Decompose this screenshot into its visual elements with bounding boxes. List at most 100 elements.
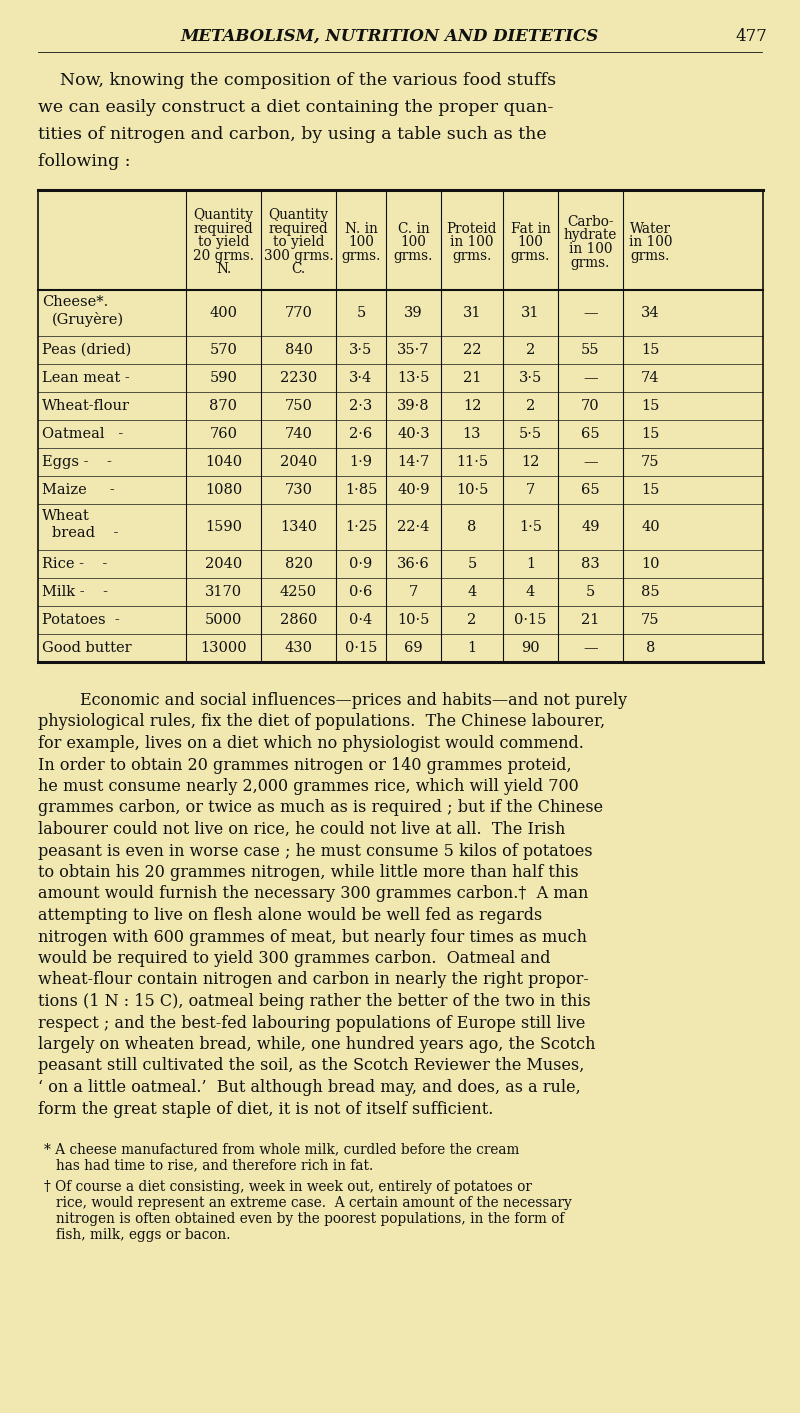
Text: 750: 750 [285,398,313,413]
Text: grms.: grms. [571,256,610,270]
Text: 12: 12 [522,455,540,469]
Text: 5: 5 [356,307,366,319]
Text: 15: 15 [642,483,660,497]
Text: in 100: in 100 [569,242,612,256]
Text: fish, milk, eggs or bacon.: fish, milk, eggs or bacon. [56,1228,230,1242]
Text: 40·3: 40·3 [397,427,430,441]
Text: —: — [583,455,598,469]
Text: 2230: 2230 [280,372,317,384]
Text: 0·9: 0·9 [350,557,373,571]
Text: in 100: in 100 [629,235,672,249]
Text: 2: 2 [467,613,477,627]
Text: amount would furnish the necessary 300 grammes carbon.†  A man: amount would furnish the necessary 300 g… [38,886,588,903]
Text: Wheat-flour: Wheat-flour [42,398,130,413]
Text: required: required [269,222,328,236]
Text: has had time to rise, and therefore rich in fat.: has had time to rise, and therefore rich… [56,1159,374,1171]
Text: 3·5: 3·5 [519,372,542,384]
Text: 10·5: 10·5 [398,613,430,627]
Text: peasant is even in worse case ; he must consume 5 kilos of potatoes: peasant is even in worse case ; he must … [38,842,593,859]
Text: we can easily construct a diet containing the proper quan-: we can easily construct a diet containin… [38,99,554,116]
Text: nitrogen with 600 grammes of meat, but nearly four times as much: nitrogen with 600 grammes of meat, but n… [38,928,587,945]
Text: 85: 85 [641,585,660,599]
Text: 400: 400 [210,307,238,319]
Text: 570: 570 [210,343,238,357]
Text: —: — [583,307,598,319]
Text: 7: 7 [409,585,418,599]
Text: —: — [583,642,598,656]
Text: 3·4: 3·4 [350,372,373,384]
Text: 5: 5 [586,585,595,599]
Text: 1·9: 1·9 [350,455,373,469]
Text: 55: 55 [582,343,600,357]
Text: 49: 49 [582,520,600,534]
Text: 75: 75 [642,455,660,469]
Text: 100: 100 [401,235,426,249]
Text: 83: 83 [581,557,600,571]
Text: Maize     -: Maize - [42,483,114,497]
Text: 22·4: 22·4 [398,520,430,534]
Text: N. in: N. in [345,222,378,236]
Text: to yield: to yield [273,235,324,249]
Text: required: required [194,222,254,236]
Text: largely on wheaten bread, while, one hundred years ago, the Scotch: largely on wheaten bread, while, one hun… [38,1036,595,1053]
Text: 13000: 13000 [200,642,247,656]
Text: rice, would represent an extreme case.  A certain amount of the necessary: rice, would represent an extreme case. A… [56,1195,572,1210]
Text: 65: 65 [581,483,600,497]
Text: 8: 8 [467,520,477,534]
Text: 4250: 4250 [280,585,317,599]
Text: he must consume nearly 2,000 grammes rice, which will yield 700: he must consume nearly 2,000 grammes ric… [38,779,578,796]
Text: grammes carbon, or twice as much as is required ; but if the Chinese: grammes carbon, or twice as much as is r… [38,800,603,817]
Text: 300 grms.: 300 grms. [264,249,334,263]
Text: 1·85: 1·85 [345,483,377,497]
Text: 730: 730 [285,483,313,497]
Text: 0·15: 0·15 [514,613,546,627]
Text: N.: N. [216,263,231,277]
Text: Quantity: Quantity [194,208,254,222]
Text: 22: 22 [462,343,482,357]
Text: 14·7: 14·7 [398,455,430,469]
Text: 8: 8 [646,642,655,656]
Text: (Gruyère): (Gruyère) [52,312,124,326]
Text: grms.: grms. [394,249,433,263]
Text: 0·6: 0·6 [350,585,373,599]
Text: Rice -    -: Rice - - [42,557,107,571]
Text: grms.: grms. [452,249,492,263]
Text: 1590: 1590 [205,520,242,534]
Text: would be required to yield 300 grammes carbon.  Oatmeal and: would be required to yield 300 grammes c… [38,950,550,966]
Text: 36·6: 36·6 [397,557,430,571]
Text: 34: 34 [641,307,660,319]
Text: nitrogen is often obtained even by the poorest populations, in the form of: nitrogen is often obtained even by the p… [56,1212,564,1226]
Text: Proteid: Proteid [446,222,498,236]
Text: Eggs -    -: Eggs - - [42,455,112,469]
Text: Lean meat -: Lean meat - [42,372,130,384]
Text: C. in: C. in [398,222,430,236]
Text: 770: 770 [285,307,313,319]
Text: grms.: grms. [511,249,550,263]
Text: 4: 4 [467,585,477,599]
Text: 870: 870 [210,398,238,413]
Text: 5000: 5000 [205,613,242,627]
Text: —: — [583,372,598,384]
Text: 15: 15 [642,427,660,441]
Text: grms.: grms. [342,249,381,263]
Text: 75: 75 [642,613,660,627]
Text: 70: 70 [581,398,600,413]
Text: in 100: in 100 [450,235,494,249]
Text: 40·9: 40·9 [398,483,430,497]
Text: bread    -: bread - [52,526,118,540]
Text: 820: 820 [285,557,313,571]
Text: 4: 4 [526,585,535,599]
Text: form the great staple of diet, it is not of itself sufficient.: form the great staple of diet, it is not… [38,1101,494,1118]
Text: 5: 5 [467,557,477,571]
Text: grms.: grms. [631,249,670,263]
Text: Fat in: Fat in [510,222,550,236]
Text: 39·8: 39·8 [397,398,430,413]
Text: 2040: 2040 [280,455,317,469]
Text: 2: 2 [526,343,535,357]
Text: 21: 21 [582,613,600,627]
Text: Quantity: Quantity [269,208,329,222]
Text: Carbo-: Carbo- [567,215,614,229]
Text: 65: 65 [581,427,600,441]
Text: 2·6: 2·6 [350,427,373,441]
Text: 90: 90 [521,642,540,656]
